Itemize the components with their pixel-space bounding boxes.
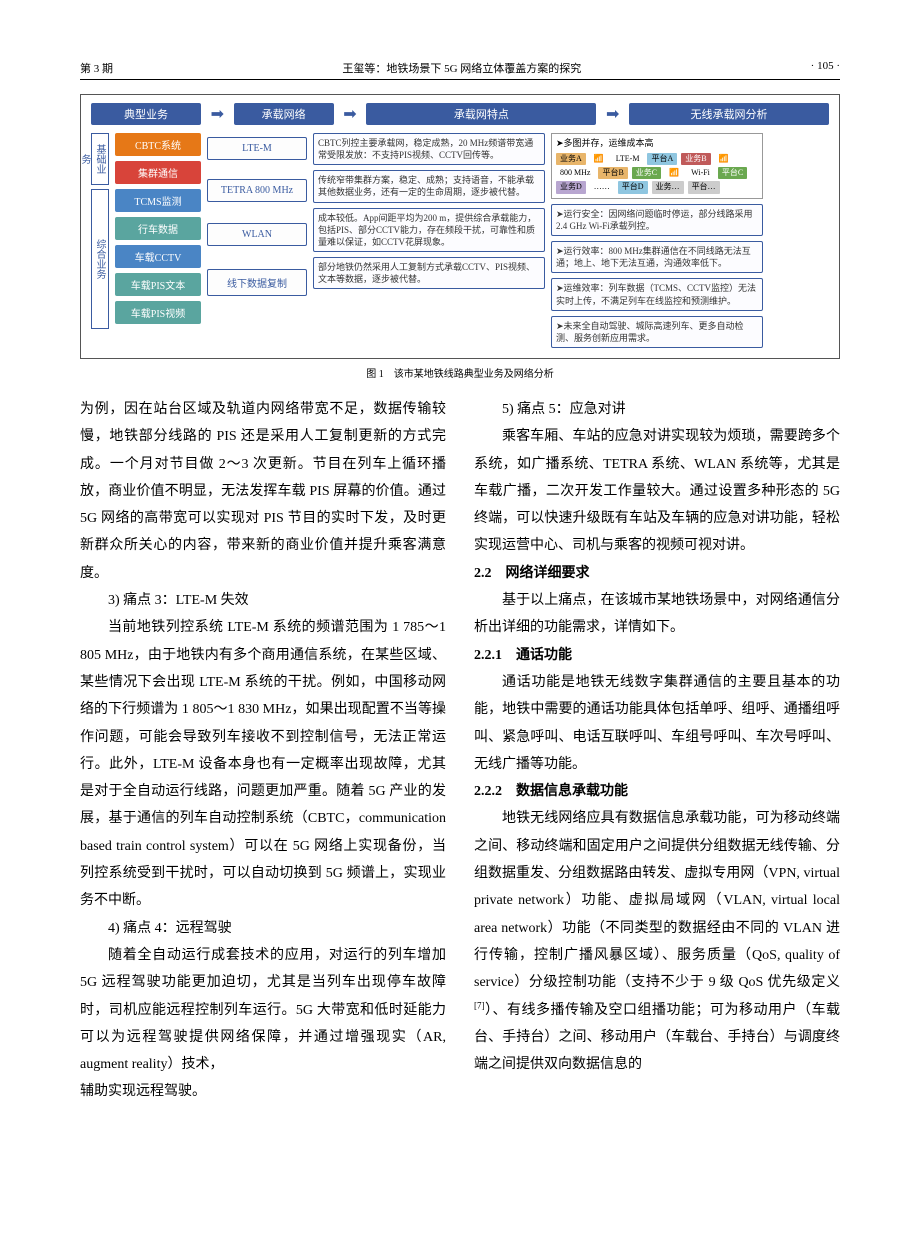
fig-hdr-bearer-net: 承载网络 — [234, 103, 334, 125]
para-intro: 为例，因在站台区域及轨道内网络带宽不足，数据传输较慢，地铁部分线路的 PIS 还… — [80, 396, 446, 587]
arrow-icon: ➡ — [209, 104, 226, 124]
analysis-legend-box: ➤多图并存，运维成本高 业务A 📶 LTE-M 平台A 业务B 📶 800 MH… — [551, 133, 763, 199]
lgd: 平台… — [688, 181, 720, 193]
figure-header-row: 典型业务 ➡ 承载网络 ➡ 承载网特点 ➡ 无线承载网分析 — [91, 103, 829, 125]
analysis-top-line: ➤多图并存，运维成本高 — [556, 138, 758, 150]
analysis-b4: ➤未来全自动驾驶、城际高速列车、更多自动检测、服务创新应用需求。 — [551, 316, 763, 348]
figure-body: 基础业务 综合业务 CBTC系统 集群通信 TCMS监测 行车数据 车载CCTV… — [91, 133, 829, 348]
chip-wlan: WLAN — [207, 223, 307, 246]
lgd: Wi-Fi — [687, 167, 714, 179]
heading-pain5: 5) 痛点 5：应急对讲 — [474, 396, 840, 423]
fig-hdr-typical-biz: 典型业务 — [91, 103, 201, 125]
heading-2-2-1: 2.2.1 通话功能 — [474, 642, 840, 669]
analysis-b2: ➤运行效率：800 MHz集群通信在不同线路无法互通；地上、地下无法互通，沟通效… — [551, 241, 763, 273]
para-2-2-1: 通话功能是地铁无线数字集群通信的主要且基本的功能，地铁中需要的通话功能具体包括单… — [474, 669, 840, 778]
lgd: 业务… — [652, 181, 684, 193]
chip-tetra: TETRA 800 MHz — [207, 179, 307, 202]
body-columns: 为例，因在站台区域及轨道内网络带宽不足，数据传输较慢，地铁部分线路的 PIS 还… — [80, 396, 840, 1106]
heading-2-2-2: 2.2.2 数据信息承载功能 — [474, 778, 840, 805]
lgd: 📶 — [715, 153, 733, 165]
lgd: 📶 — [590, 153, 608, 165]
heading-pain4: 4) 痛点 4：远程驾驶 — [80, 915, 446, 942]
lgd: 📶 — [665, 167, 683, 179]
running-title: 王玺等：地铁场景下 5G 网络立体覆盖方案的探究 — [342, 60, 581, 76]
issue-number: 第 3 期 — [80, 60, 113, 76]
analysis-legend: 业务A 📶 LTE-M 平台A 业务B 📶 800 MHz 平台B 业务C 📶 … — [556, 153, 758, 194]
figure-1: 典型业务 ➡ 承载网络 ➡ 承载网特点 ➡ 无线承载网分析 基础业务 综合业务 … — [80, 94, 840, 359]
figure-col-bearer-net: LTE-M TETRA 800 MHz WLAN 线下数据复制 — [207, 133, 307, 348]
heading-2-2: 2.2 网络详细要求 — [474, 560, 840, 587]
lgd: 平台A — [647, 153, 677, 165]
para-2-2-2-b: ）、有线多播传输及空口组播功能；可为移动用户（车载台、手持台）之间、移动用户（车… — [474, 1003, 840, 1073]
feat-tetra: 传统窄带集群方案，稳定、成熟；支持语音，不能承载其他数据业务，还有一定的生命周期… — [313, 170, 545, 202]
heading-pain3: 3) 痛点 3：LTE-M 失效 — [80, 587, 446, 614]
fig-hdr-analysis: 无线承载网分析 — [629, 103, 829, 125]
figure-col-features: CBTC列控主要承载网，稳定成熟，20 MHz频谱带宽通常受限发放：不支持PIS… — [313, 133, 545, 348]
chip-cluster: 集群通信 — [115, 161, 201, 184]
para-2-2-2-a: 地铁无线网络应具有数据信息承载功能，可为移动终端之间、移动终端和固定用户之间提供… — [474, 811, 840, 990]
label-basic-biz: 基础业务 — [91, 133, 109, 185]
chip-offline: 线下数据复制 — [207, 269, 307, 296]
feat-wlan: 成本较低。App间距平均为200 m，提供综合承载能力，包括PIS、部分CCTV… — [313, 208, 545, 252]
arrow-icon: ➡ — [604, 104, 621, 124]
analysis-b1: ➤运行安全：因网络问题临时停运，部分线路采用2.4 GHz Wi-Fi承载列控。 — [551, 204, 763, 236]
chip-cctv: 车载CCTV — [115, 245, 201, 268]
feat-cbtc: CBTC列控主要承载网，稳定成熟，20 MHz频谱带宽通常受限发放：不支持PIS… — [313, 133, 545, 165]
lgd: …… — [590, 181, 614, 193]
lgd: 800 MHz — [556, 167, 594, 179]
lgd: 业务C — [632, 167, 661, 179]
para-pain4-cont: 辅助实现远程驾驶。 — [80, 1078, 446, 1105]
lgd: 平台C — [718, 167, 747, 179]
page-number: · 105 · — [811, 60, 840, 76]
chip-cbtc: CBTC系统 — [115, 133, 201, 156]
figure-col-analysis: ➤多图并存，运维成本高 业务A 📶 LTE-M 平台A 业务B 📶 800 MH… — [551, 133, 763, 348]
figure-1-caption: 图 1 该市某地铁线路典型业务及网络分析 — [80, 365, 840, 380]
para-pain4: 随着全自动运行成套技术的应用，对运行的列车增加 5G 远程驾驶功能更加迫切，尤其… — [80, 942, 446, 1078]
para-pain5: 乘客车厢、车站的应急对讲实现较为烦琐，需要跨多个系统，如广播系统、TETRA 系… — [474, 423, 840, 559]
chip-pis-text: 车载PIS文本 — [115, 273, 201, 296]
figure-col-typical-biz: CBTC系统 集群通信 TCMS监测 行车数据 车载CCTV 车载PIS文本 车… — [115, 133, 201, 348]
chip-ltem: LTE-M — [207, 137, 307, 160]
chip-traffic: 行车数据 — [115, 217, 201, 240]
para-2-2: 基于以上痛点，在该城市某地铁场景中，对网络通信分析出详细的功能需求，详情如下。 — [474, 587, 840, 642]
lgd: 平台D — [618, 181, 648, 193]
arrow-icon: ➡ — [342, 104, 359, 124]
lgd: LTE-M — [612, 153, 644, 165]
feat-offline: 部分地铁仍然采用人工复制方式承载CCTV、PIS视频、文本等数据，逐步被代替。 — [313, 257, 545, 289]
chip-tcms: TCMS监测 — [115, 189, 201, 212]
para-2-2-2: 地铁无线网络应具有数据信息承载功能，可为移动终端之间、移动终端和固定用户之间提供… — [474, 805, 840, 1078]
figure-row-labels: 基础业务 综合业务 — [91, 133, 109, 348]
lgd: 平台B — [598, 167, 627, 179]
analysis-b3: ➤运维效率：列车数据（TCMS、CCTV监控）无法实时上传，不满足列车在线监控和… — [551, 278, 763, 310]
chip-pis-video: 车载PIS视频 — [115, 301, 201, 324]
page-header: 第 3 期 王玺等：地铁场景下 5G 网络立体覆盖方案的探究 · 105 · — [80, 60, 840, 80]
ref-7: [7] — [474, 1000, 485, 1010]
para-pain3: 当前地铁列控系统 LTE-M 系统的频谱范围为 1 785～1 805 MHz，… — [80, 614, 446, 914]
lgd: 业务D — [556, 181, 586, 193]
lgd: 业务A — [556, 153, 586, 165]
label-compound-biz: 综合业务 — [91, 189, 109, 329]
lgd: 业务B — [681, 153, 710, 165]
fig-hdr-net-feature: 承载网特点 — [366, 103, 596, 125]
